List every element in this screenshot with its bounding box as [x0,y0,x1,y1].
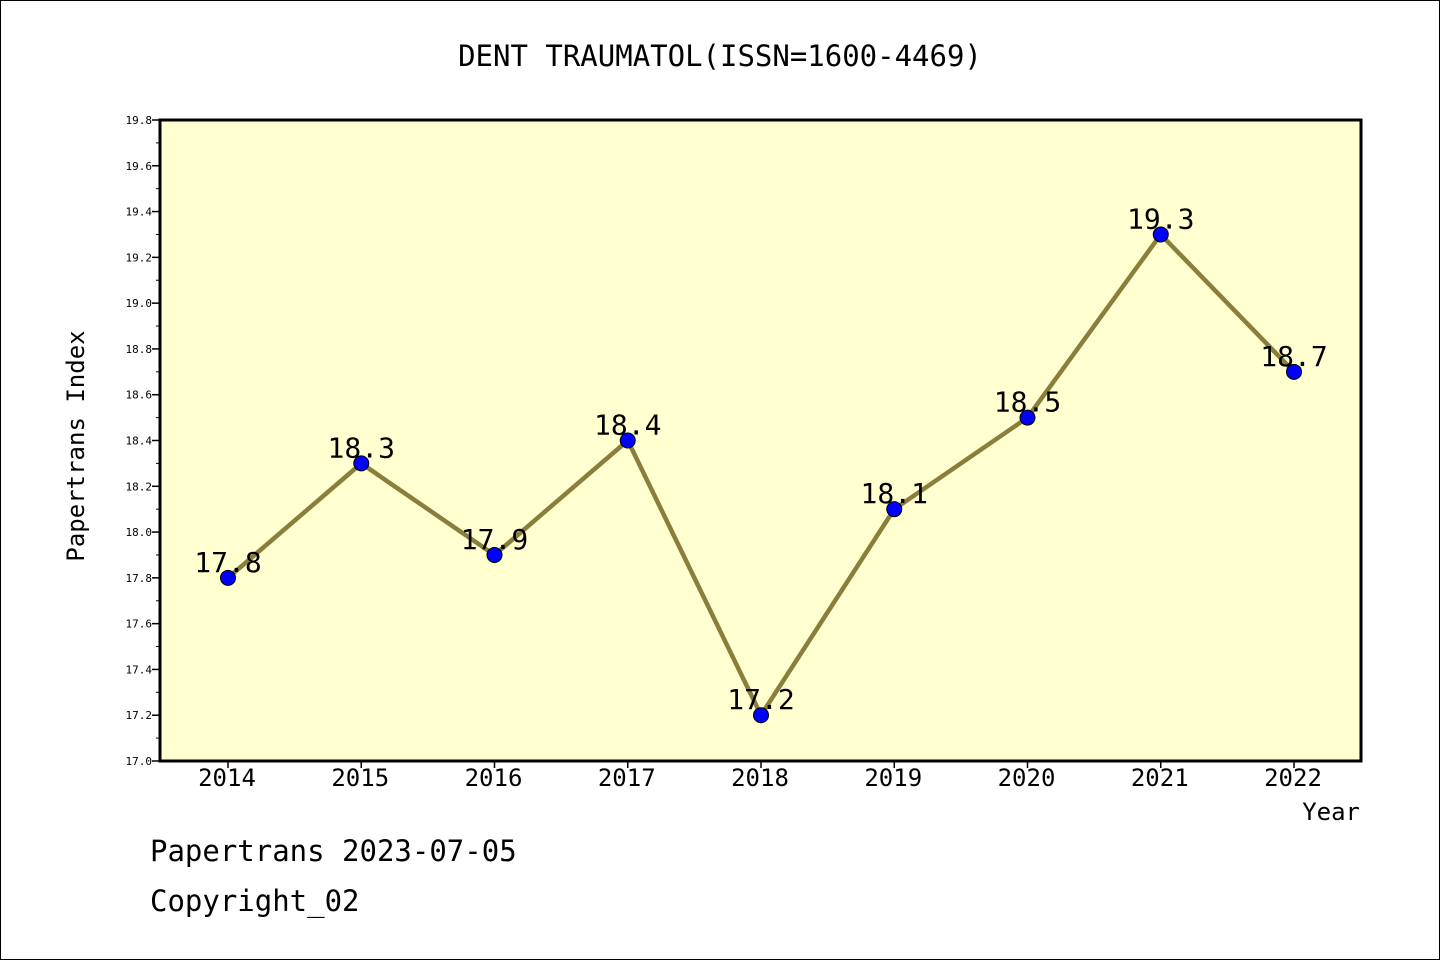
data-label: 18.7 [1260,340,1327,373]
data-label: 17.9 [461,523,528,556]
y-tick-label: 19.2 [126,251,153,264]
data-label: 18.1 [861,477,928,510]
y-tick-label: 17.0 [126,755,153,768]
y-tick-label: 18.6 [126,389,153,402]
x-tick-label: 2018 [731,764,789,792]
data-label: 18.3 [328,431,395,464]
chart-title: DENT TRAUMATOL(ISSN=1600-4469) [458,39,982,73]
y-tick-label: 17.6 [126,618,153,631]
data-labels: 17.8 18.3 17.9 18.4 17.2 18.1 18.5 19.3 18.7 [194,202,1327,716]
data-point [753,707,769,724]
y-tick-label: 19.8 [126,114,153,127]
y-tick-label: 19.4 [126,206,153,219]
x-axis: 2014 2015 2016 2017 2018 2019 2020 2021 2022 [198,761,1322,792]
x-axis-label: Year [1302,798,1360,826]
data-point [619,432,636,449]
data-label: 18.4 [594,409,661,442]
data-point [1019,409,1036,426]
data-point [1152,226,1169,243]
data-label: 18.5 [994,386,1061,419]
x-tick-label: 2017 [598,764,656,792]
data-point [886,501,903,518]
data-label: 17.8 [194,546,261,579]
y-axis-label: Papertrans Index [62,330,90,561]
y-tick-label: 18.4 [126,435,153,448]
x-tick-label: 2016 [465,764,523,792]
footer-date: Papertrans 2023-07-05 [150,834,517,868]
x-tick-label: 2015 [331,764,389,792]
y-tick-label: 18.8 [126,343,153,356]
y-tick-label: 19.0 [126,297,153,310]
data-point [1286,363,1302,380]
data-label: 19.3 [1127,202,1194,235]
data-label: 17.2 [727,683,794,716]
y-tick-label: 17.8 [126,572,153,585]
x-tick-label: 2021 [1131,764,1189,792]
x-tick-label: 2022 [1264,764,1322,792]
y-tick-label: 18.0 [126,526,153,539]
x-tick-label: 2020 [998,764,1056,792]
data-point [353,455,370,472]
x-tick-label: 2014 [198,764,256,792]
y-tick-label: 18.2 [126,480,153,493]
y-axis: 17.0 17.2 17.4 17.6 17.8 18.0 18.2 18.4 18.6 18.8… [126,114,160,768]
series-markers [220,226,1302,724]
x-tick-label: 2019 [864,764,922,792]
data-point [220,569,236,586]
y-tick-label: 19.6 [126,160,153,173]
data-point [486,546,503,563]
y-tick-label: 17.4 [126,663,153,676]
y-tick-label: 17.2 [126,709,153,722]
footer-copyright: Copyright_02 [150,884,360,918]
